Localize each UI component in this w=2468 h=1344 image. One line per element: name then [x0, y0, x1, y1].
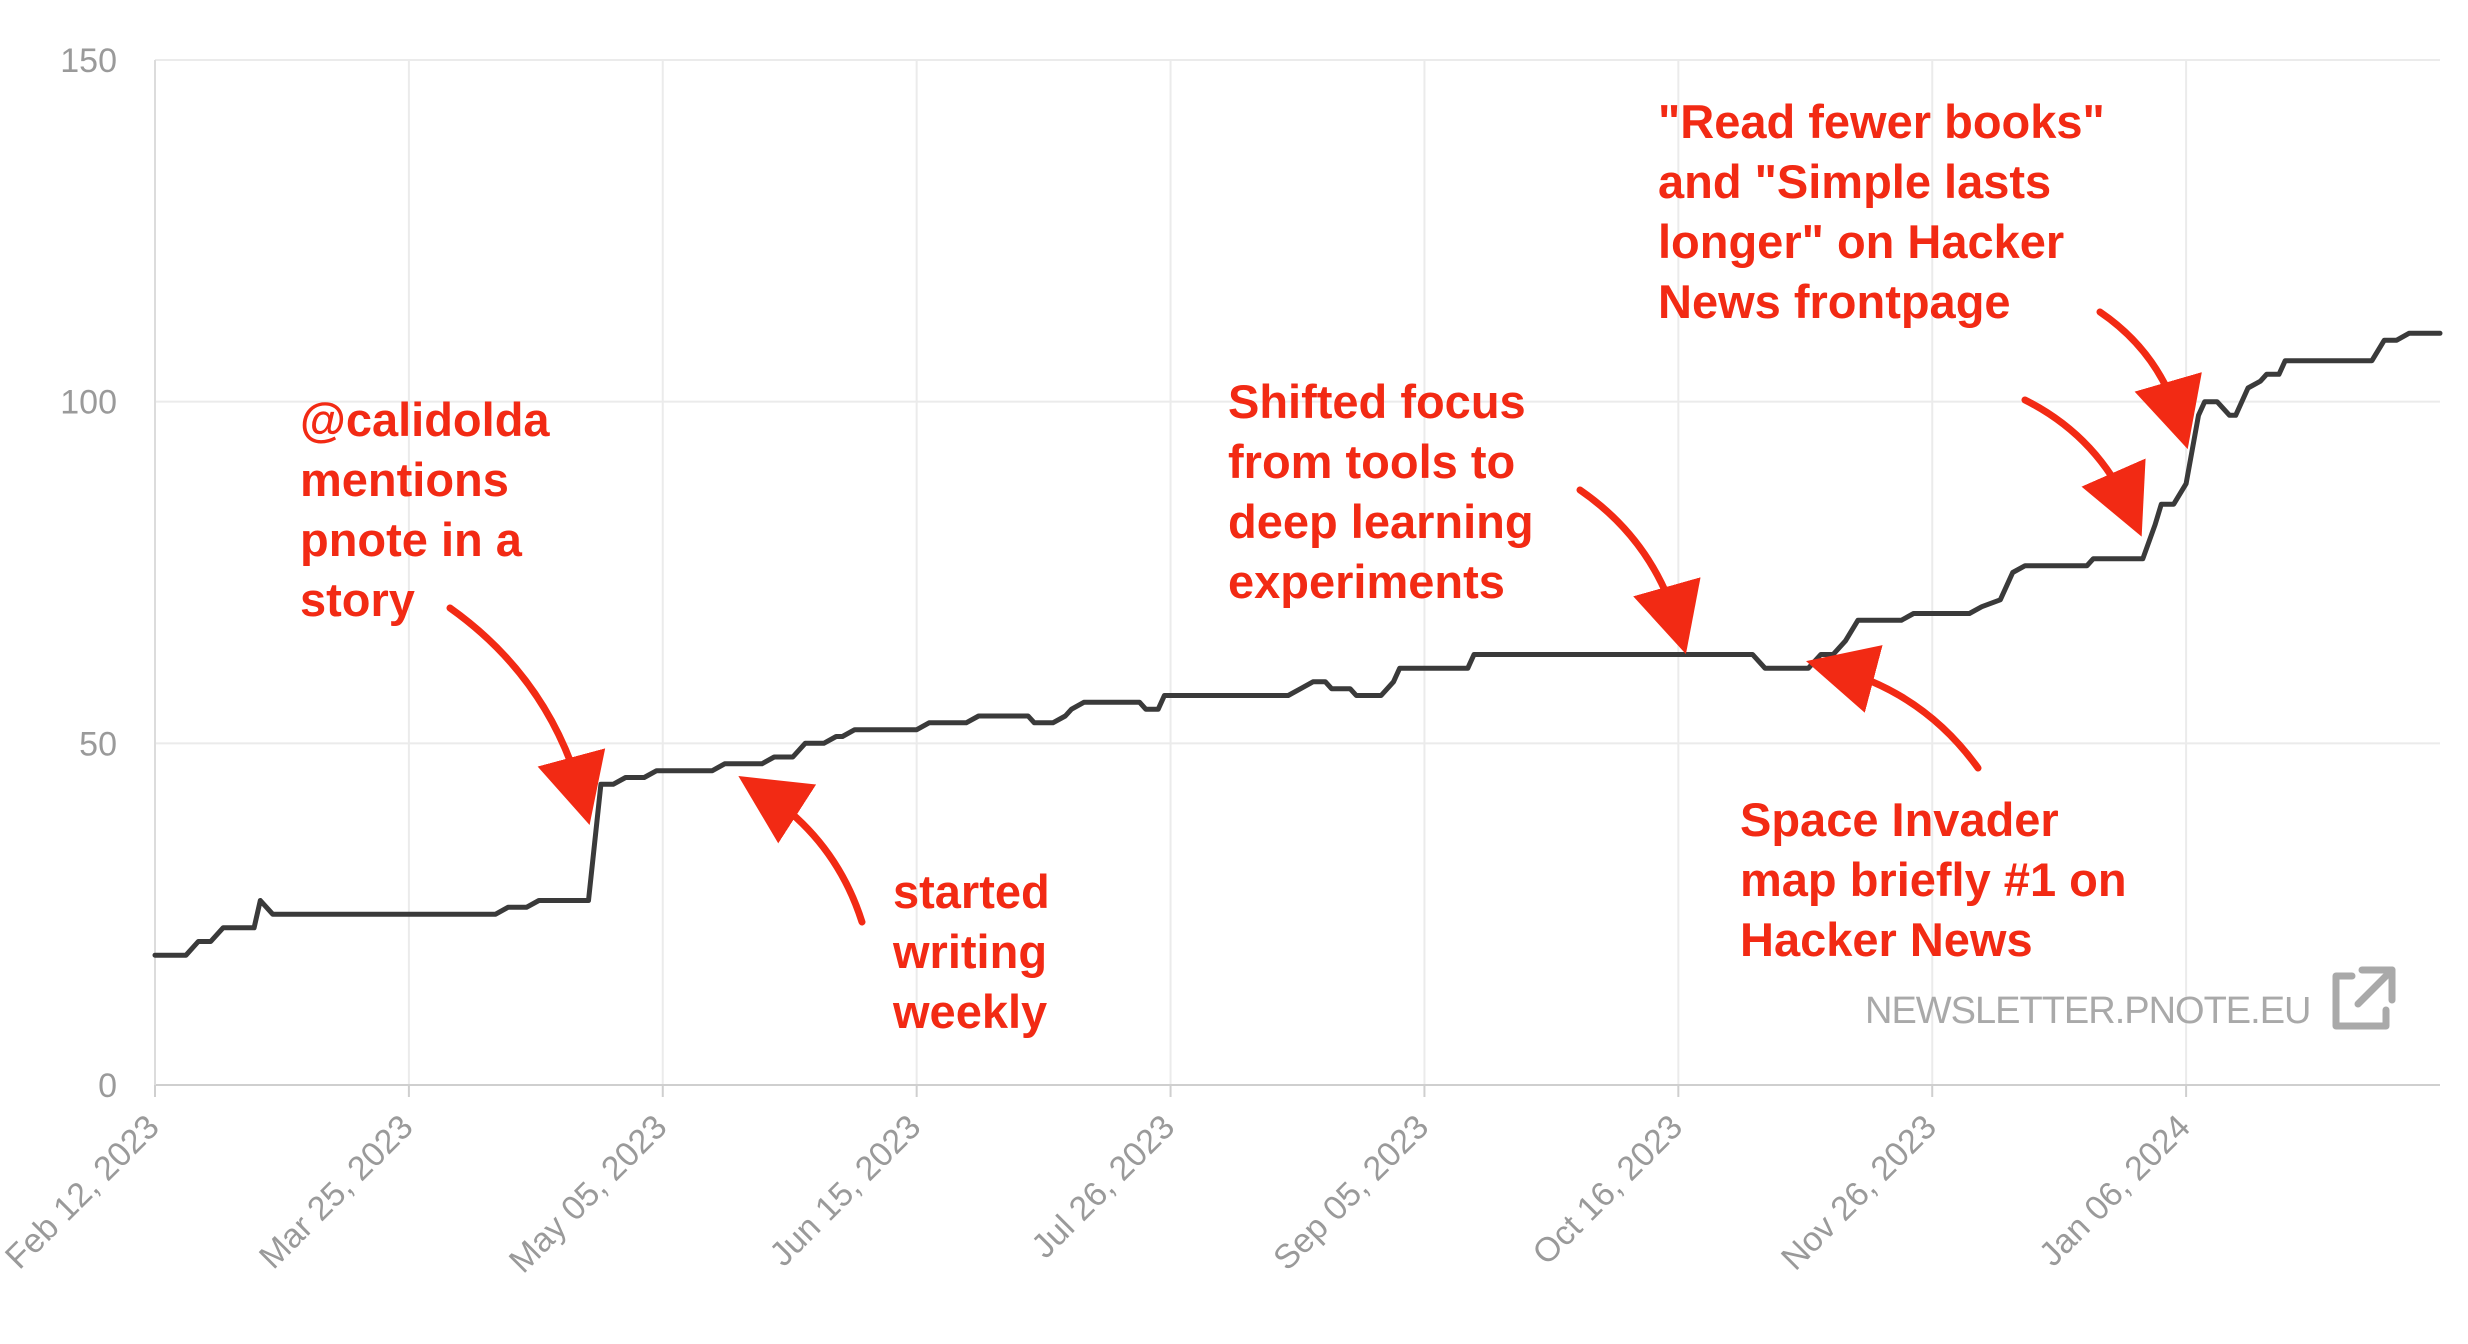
- axis-layer: 0 50 100 150 Feb 12, 2023 Mar 25, 2023 May 05,…: [0, 42, 2440, 1280]
- y-tick-label: 150: [60, 42, 117, 80]
- annotation-text-line: experiments: [1228, 555, 1505, 608]
- annotation-text-line: Hacker News: [1740, 913, 2033, 966]
- x-tick-label: Nov 26, 2023: [1774, 1108, 1944, 1278]
- annotation-text-line: mentions: [300, 453, 509, 506]
- annotation: "Read fewer books" and "Simple lasts longe…: [1658, 95, 2202, 537]
- annotation-text-line: Shifted focus: [1228, 375, 1526, 428]
- annotation: Shifted focus from tools to deep learning e…: [1228, 375, 1701, 655]
- y-tick-label: 100: [60, 384, 117, 422]
- annotation-text-line: "Read fewer books": [1658, 95, 2105, 148]
- annotation-text-line: @calidolda: [300, 393, 550, 446]
- annotation-text-line: News frontpage: [1658, 275, 2011, 328]
- x-tick-label: Jun 15, 2023: [762, 1108, 928, 1274]
- x-tick-label: Feb 12, 2023: [0, 1108, 167, 1277]
- annotation-text-line: pnote in a: [300, 513, 523, 566]
- x-tick-label: Sep 05, 2023: [1266, 1108, 1436, 1278]
- series-layer: [152, 330, 2443, 958]
- annotation-text-line: and "Simple lasts: [1658, 155, 2051, 208]
- annotation-arrow: [738, 776, 866, 926]
- annotation-text-line: started: [893, 865, 1050, 918]
- grid-layer: [154, 59, 2440, 1085]
- annotation: Space Invader map briefly #1 on Hacker New…: [1740, 645, 2127, 966]
- annotation-text-line: story: [300, 573, 415, 626]
- external-link-icon: [2332, 966, 2396, 1030]
- annotation-text-line: Space Invader: [1740, 793, 2059, 846]
- x-tick-label: Jul 26, 2023: [1024, 1108, 1182, 1266]
- annotation-arrow: [446, 604, 606, 826]
- annotation-arrow: [2096, 308, 2202, 450]
- watermark-text: NEWSLETTER.PNOTE.EU: [1865, 990, 2311, 1032]
- annotation-arrow: [1576, 486, 1701, 655]
- x-tick-label: Jan 06, 2024: [2032, 1108, 2198, 1274]
- x-tick-label: Mar 25, 2023: [252, 1108, 421, 1277]
- annotation-text-line: from tools to: [1228, 435, 1515, 488]
- x-tick-label: May 05, 2023: [502, 1108, 675, 1281]
- annotation-text-line: map briefly #1 on: [1740, 853, 2127, 906]
- annotation-text-line: deep learning: [1228, 495, 1534, 548]
- annotation: started writing weekly: [738, 776, 1050, 1038]
- annotation-arrow: [1806, 645, 1982, 772]
- x-tick-label: Oct 16, 2023: [1525, 1108, 1690, 1273]
- series-line: [152, 330, 2443, 958]
- annotation-text-line: writing: [892, 925, 1047, 978]
- annotation: @calidolda mentions pnote in a story: [300, 393, 606, 826]
- annotation-text-line: longer" on Hacker: [1658, 215, 2064, 268]
- annotation-text-line: weekly: [892, 985, 1047, 1038]
- y-tick-label: 0: [98, 1067, 117, 1105]
- y-tick-label: 50: [79, 725, 117, 763]
- watermark[interactable]: NEWSLETTER.PNOTE.EU: [1865, 966, 2396, 1032]
- annotation-layer: @calidolda mentions pnote in a story started…: [300, 95, 2202, 1038]
- annotation-arrow: [2021, 396, 2146, 537]
